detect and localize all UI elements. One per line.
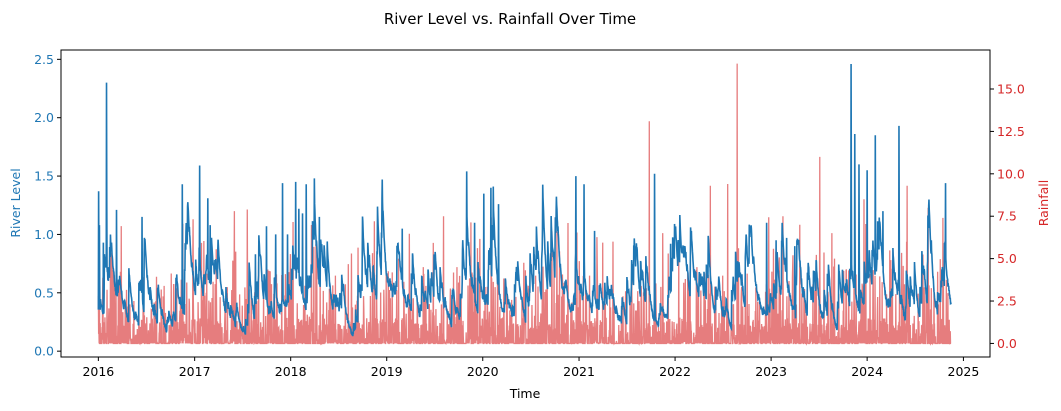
right-y-tick-label: 5.0 bbox=[997, 251, 1017, 266]
x-tick-label: 2023 bbox=[755, 364, 787, 379]
left-y-tick-label: 2.5 bbox=[34, 52, 54, 67]
right-y-tick-label: 15.0 bbox=[997, 82, 1025, 97]
x-axis: 2016 2017 2018 2019 2020 2021 2022 2023 2024 2025 bbox=[82, 357, 979, 379]
river-level-line bbox=[97, 64, 952, 337]
left-y-tick-label: 1.0 bbox=[34, 227, 54, 242]
plot-frame bbox=[60, 49, 991, 358]
left-y-tick-label: 1.5 bbox=[34, 169, 54, 184]
x-tick-label: 2017 bbox=[179, 364, 211, 379]
right-y-tick-label: 2.5 bbox=[997, 294, 1017, 309]
x-tick-label: 2022 bbox=[659, 364, 691, 379]
rainfall-series bbox=[97, 63, 952, 346]
right-y-tick-label: 12.5 bbox=[997, 124, 1025, 139]
left-y-tick-label: 0.5 bbox=[34, 285, 54, 300]
right-y-tick-label: 7.5 bbox=[997, 209, 1017, 224]
right-y-tick-label: 0.0 bbox=[997, 336, 1017, 351]
river-level-series bbox=[97, 64, 952, 337]
right-y-axis-title: Rainfall bbox=[1036, 180, 1051, 226]
x-tick-label: 2019 bbox=[371, 364, 403, 379]
rainfall-line bbox=[97, 63, 952, 346]
x-axis-title: Time bbox=[509, 386, 541, 401]
x-tick-label: 2021 bbox=[563, 364, 595, 379]
right-y-tick-label: 10.0 bbox=[997, 166, 1025, 181]
chart-title: River Level vs. Rainfall Over Time bbox=[384, 10, 636, 28]
left-y-tick-label: 2.0 bbox=[34, 110, 54, 125]
x-tick-label: 2020 bbox=[467, 364, 499, 379]
x-tick-label: 2024 bbox=[851, 364, 883, 379]
x-tick-label: 2025 bbox=[948, 364, 980, 379]
x-tick-label: 2016 bbox=[82, 364, 114, 379]
right-y-axis: 0.0 2.5 5.0 7.5 10.0 12.5 15.0 bbox=[990, 82, 1025, 351]
left-y-axis: 0.0 0.5 1.0 1.5 2.0 2.5 bbox=[34, 52, 61, 359]
left-y-tick-label: 0.0 bbox=[34, 344, 54, 359]
x-tick-label: 2018 bbox=[275, 364, 307, 379]
left-y-axis-title: River Level bbox=[8, 168, 23, 237]
